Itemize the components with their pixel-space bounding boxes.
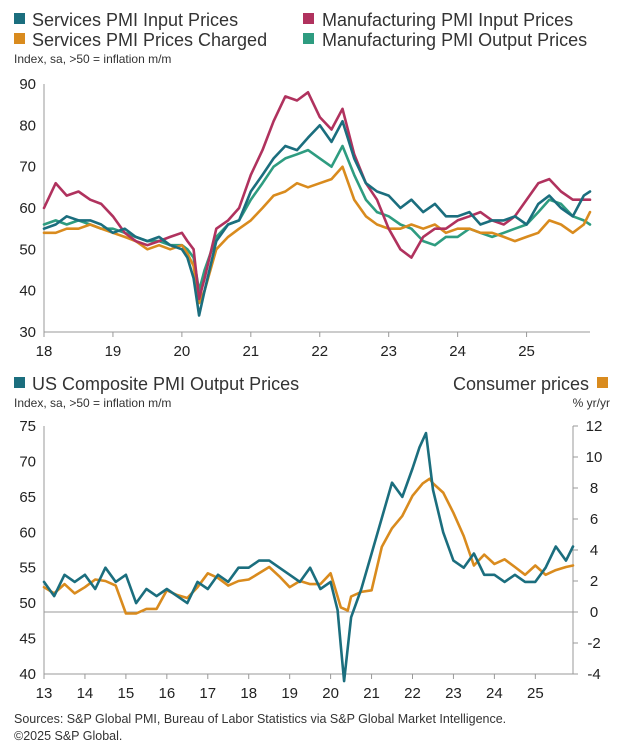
bottom-x-tick-label: 21 [363, 685, 380, 702]
legend-swatch-services-charged [14, 33, 25, 44]
legend-label-manufacturing-output: Manufacturing PMI Output Prices [322, 30, 587, 50]
legend-swatch-services-input [14, 13, 25, 24]
bottom-right-y-tick-label: 4 [590, 542, 598, 559]
top-y-tick-label: 80 [19, 117, 36, 134]
top-chart-axes [43, 84, 590, 333]
legend-swatch-manufacturing-output [303, 33, 314, 44]
top-chart-subtitle: Index, sa, >50 = inflation m/m [14, 52, 171, 66]
bottom-chart-series [42, 431, 575, 683]
bottom-chart-axes [43, 426, 574, 675]
legend-swatch-composite-output [14, 377, 25, 388]
bottom-x-tick-label: 19 [281, 685, 298, 702]
bottom-right-y-tick-label: 0 [590, 604, 598, 621]
legend-label-services-input: Services PMI Input Prices [32, 10, 238, 30]
bottom-x-tick-label: 17 [199, 685, 216, 702]
legend-label-services-charged: Services PMI Prices Charged [32, 30, 267, 50]
bottom-right-y-tick-label: 8 [590, 480, 598, 497]
top-x-tick-label: 19 [105, 343, 122, 360]
bottom-x-tick-label: 16 [158, 685, 175, 702]
bottom-x-tick-label: 23 [445, 685, 462, 702]
top-x-tick-label: 22 [311, 343, 328, 360]
series-line-manufacturing-pmi-input-prices [42, 91, 592, 301]
top-x-tick-label: 25 [518, 343, 535, 360]
bottom-x-tick-label: 24 [486, 685, 503, 702]
bottom-x-tick-label: 22 [404, 685, 421, 702]
bottom-x-tick-label: 15 [118, 685, 135, 702]
bottom-right-y-tick-label: 12 [586, 418, 603, 435]
bottom-right-y-tick-label: -2 [587, 635, 600, 652]
top-x-tick-label: 23 [380, 343, 397, 360]
top-y-tick-label: 70 [19, 159, 36, 176]
bottom-left-y-tick-label: 75 [19, 418, 36, 435]
bottom-left-y-ticks: 40 45 50 55 60 65 70 75 [19, 418, 36, 683]
legend-label-composite-output: US Composite PMI Output Prices [32, 374, 299, 394]
legend-label-manufacturing-input: Manufacturing PMI Input Prices [322, 10, 573, 30]
bottom-left-y-tick-label: 65 [19, 489, 36, 506]
bottom-x-tick-label: 25 [527, 685, 544, 702]
legend-swatch-manufacturing-input [303, 13, 314, 24]
series-line-consumer-prices [42, 477, 575, 615]
bottom-x-tick-label: 18 [240, 685, 257, 702]
bottom-left-y-tick-label: 60 [19, 524, 36, 541]
top-y-ticks: 30 40 50 60 70 80 90 [19, 76, 36, 341]
bottom-right-y-tick-label: 2 [590, 573, 598, 590]
bottom-right-y-tick-label: 10 [586, 449, 603, 466]
top-x-tick-label: 21 [242, 343, 259, 360]
legend-swatch-consumer-prices [597, 377, 608, 388]
bottom-left-y-tick-label: 70 [19, 453, 36, 470]
top-chart-series [42, 91, 592, 317]
bottom-x-tick-label: 20 [322, 685, 339, 702]
top-y-tick-label: 60 [19, 200, 36, 217]
top-x-tick-label: 18 [36, 343, 53, 360]
series-line-us-composite-pmi-output-prices [42, 431, 575, 683]
source-note: Sources: S&P Global PMI, Bureau of Labor… [14, 712, 506, 726]
bottom-left-y-tick-label: 55 [19, 560, 36, 577]
bottom-chart-subtitle-right: % yr/yr [573, 396, 610, 410]
top-legend: Services PMI Input Prices Manufacturing … [14, 10, 587, 50]
bottom-x-ticks: 13 14 15 16 17 18 19 20 21 22 23 24 25 [36, 674, 544, 702]
copyright-note: ©2025 S&P Global. [14, 729, 122, 743]
top-y-tick-label: 40 [19, 283, 36, 300]
top-x-tick-label: 24 [449, 343, 466, 360]
bottom-right-y-tick-label: -4 [587, 666, 600, 683]
bottom-right-y-tick-label: 6 [590, 511, 598, 528]
bottom-chart-subtitle-left: Index, sa, >50 = inflation m/m [14, 396, 171, 410]
top-y-tick-label: 90 [19, 76, 36, 93]
bottom-left-y-tick-label: 50 [19, 595, 36, 612]
bottom-left-y-tick-label: 40 [19, 666, 36, 683]
series-line-services-pmi-input-prices [42, 119, 592, 317]
top-y-tick-label: 50 [19, 241, 36, 258]
top-x-tick-label: 20 [174, 343, 191, 360]
bottom-left-y-tick-label: 45 [19, 631, 36, 648]
top-x-ticks: 18 19 20 21 22 23 24 25 [36, 332, 535, 360]
bottom-x-tick-label: 13 [36, 685, 53, 702]
bottom-x-tick-label: 14 [77, 685, 94, 702]
top-y-tick-label: 30 [19, 324, 36, 341]
bottom-right-y-ticks: -4 -2 0 2 4 6 8 10 12 [573, 418, 602, 683]
bottom-legend: US Composite PMI Output Prices Consumer … [14, 374, 608, 394]
legend-label-consumer-prices: Consumer prices [453, 374, 589, 394]
